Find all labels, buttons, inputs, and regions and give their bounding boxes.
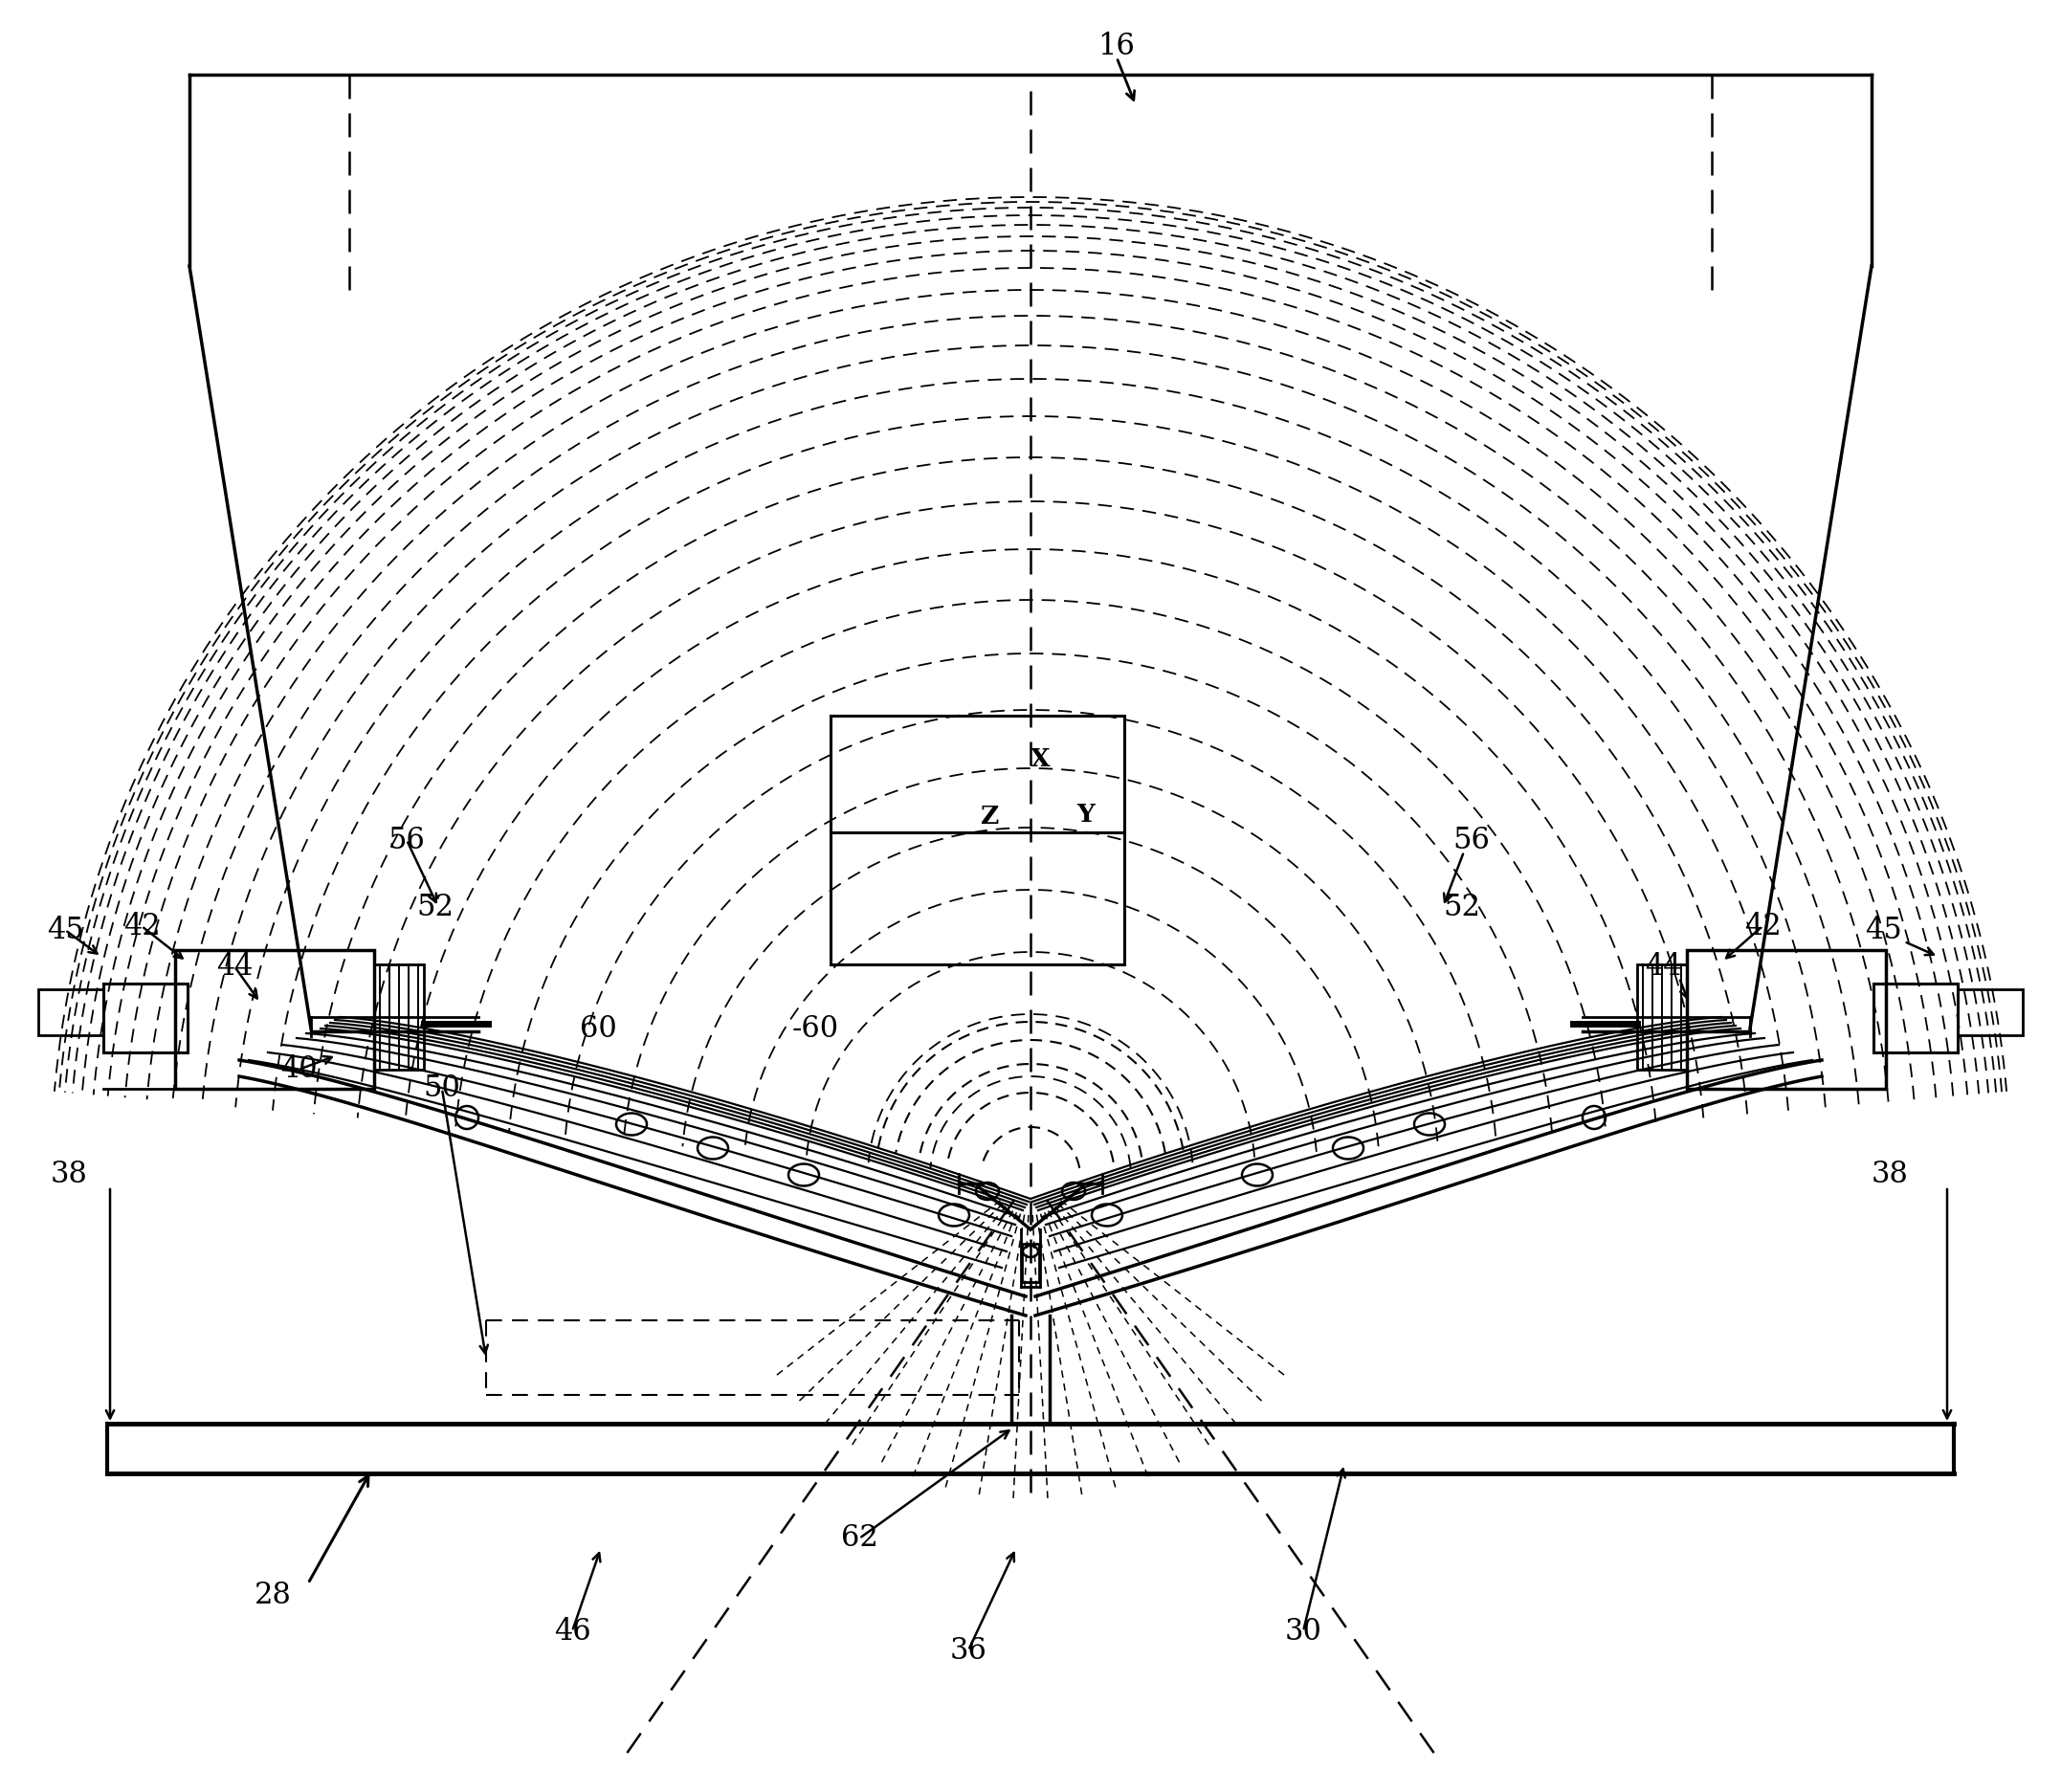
Text: 44: 44 — [1645, 952, 1682, 982]
Text: 56: 56 — [387, 824, 425, 855]
Text: 42: 42 — [1744, 912, 1781, 941]
Text: 16: 16 — [1099, 30, 1136, 61]
Bar — [1958, 989, 2022, 1036]
Text: 45: 45 — [1865, 916, 1902, 944]
Bar — [103, 984, 188, 1052]
Bar — [39, 989, 103, 1036]
Text: -60: -60 — [791, 1014, 839, 1043]
Text: 52: 52 — [1443, 892, 1480, 921]
Text: 60: 60 — [579, 1014, 616, 1043]
Text: 62: 62 — [841, 1523, 878, 1554]
Text: 56: 56 — [1453, 824, 1490, 855]
Text: 42: 42 — [124, 912, 161, 941]
Bar — [1022, 1244, 1039, 1281]
Text: 40: 40 — [280, 1055, 317, 1084]
Text: 50: 50 — [423, 1073, 462, 1104]
Text: 45: 45 — [47, 916, 85, 944]
Text: 46: 46 — [554, 1616, 592, 1647]
Text: 36: 36 — [950, 1636, 987, 1665]
Text: 28: 28 — [254, 1581, 291, 1611]
Bar — [1636, 964, 1686, 1070]
Text: 30: 30 — [1284, 1616, 1321, 1647]
Text: Z: Z — [981, 805, 1000, 828]
Text: Y: Y — [1078, 803, 1094, 826]
Text: 44: 44 — [216, 952, 254, 982]
Text: 38: 38 — [1871, 1159, 1908, 1190]
Text: 38: 38 — [49, 1159, 87, 1190]
Text: X: X — [1030, 747, 1049, 771]
Text: 52: 52 — [416, 892, 453, 921]
Bar — [375, 964, 425, 1070]
Bar — [175, 950, 375, 1090]
Bar — [1686, 950, 1886, 1090]
Bar — [1873, 984, 1958, 1052]
